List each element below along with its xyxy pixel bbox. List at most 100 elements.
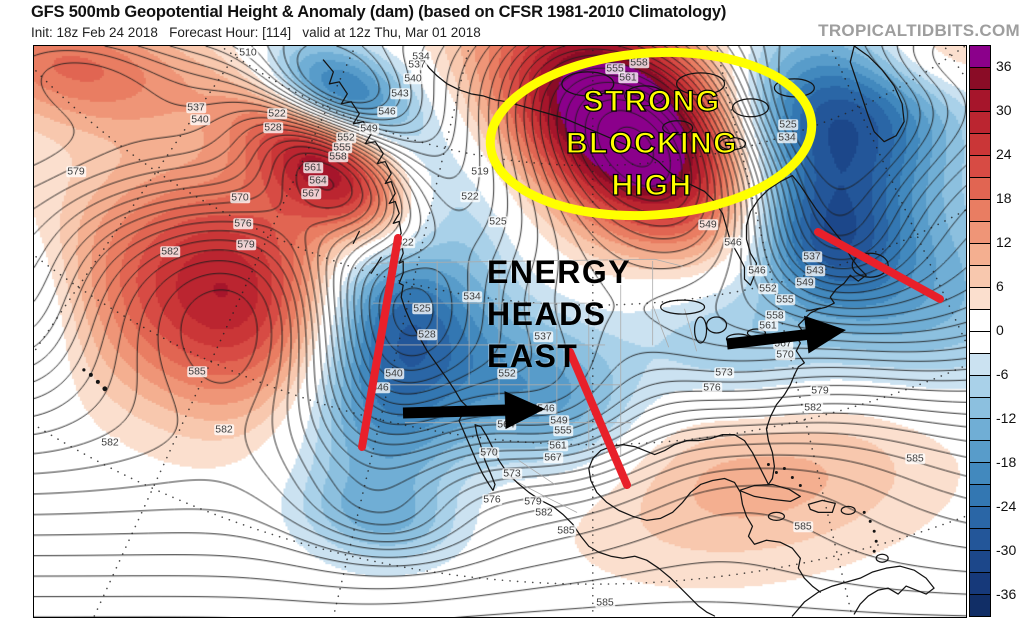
contour-label: 546: [370, 381, 390, 394]
colorbar-tick-label: 6: [996, 278, 1004, 295]
colorbar-segment: [970, 264, 990, 287]
energy-east-label-line: EAST: [487, 338, 579, 374]
antilles-island: [862, 510, 866, 514]
contour-label: 543: [390, 87, 410, 100]
colorbar-tick-label: 0: [996, 322, 1004, 339]
colorbar-segment: [970, 308, 990, 331]
colorbar-segment: [970, 88, 990, 111]
contour-label: 561: [303, 161, 323, 174]
colorbar-segment: [970, 396, 990, 419]
mexico-gulf-coast: [588, 449, 821, 593]
contour-label: 576: [702, 381, 722, 394]
contour-label: 555: [775, 293, 795, 306]
trinidad: [875, 553, 889, 563]
arctic-island: [773, 78, 815, 98]
colorbar-segment: [970, 352, 990, 375]
energy-east-label: ENERGY HEADS EAST: [487, 251, 631, 377]
hawaii-island: [102, 386, 108, 392]
colorbar-segment: [970, 198, 990, 221]
hawaii-island: [82, 368, 86, 372]
contour-label: 537: [533, 330, 553, 343]
contour-label: 549: [359, 122, 379, 135]
long-island: [805, 307, 821, 312]
contour-label: 522: [460, 190, 480, 203]
contour-label: 585: [556, 524, 576, 537]
colorbar-tick-label: -36: [996, 586, 1017, 603]
newfoundland: [851, 252, 889, 278]
contour-label: 552: [758, 282, 778, 295]
contour-label: 585: [595, 596, 615, 609]
bahamas-island: [790, 475, 794, 479]
vancouver-island: [352, 230, 382, 274]
bahamas-island: [798, 483, 802, 487]
colorbar-tick-label: 12: [996, 234, 1012, 251]
watermark: TROPICALTIDBITS.COM: [818, 21, 1020, 40]
contour-label: 552: [336, 131, 356, 144]
lake-erie: [725, 333, 752, 345]
contour-label: 585: [793, 520, 813, 533]
colorbar-tick-label: -18: [996, 454, 1017, 471]
contour-label: 582: [803, 401, 823, 414]
contour-label: 567: [301, 187, 321, 200]
bahamas-island: [782, 467, 786, 471]
contour-label: 546: [723, 236, 743, 249]
contour-label: 570: [230, 191, 250, 204]
blocking-high-label: STRONG BLOCKING HIGH: [565, 81, 738, 207]
colorbar-segment: [970, 484, 990, 507]
contour-label: 570: [479, 446, 499, 459]
colorbar-tick-label: -30: [996, 542, 1017, 559]
colorbar-segment: [970, 506, 990, 529]
antilles-island: [872, 549, 876, 553]
colorbar-segment: [970, 440, 990, 463]
contour-label: 579: [810, 384, 830, 397]
blocking-high-label-line: BLOCKING: [565, 126, 738, 160]
contour-label: 546: [377, 105, 397, 118]
contour-label: 549: [795, 276, 815, 289]
energy-east-label-line: HEADS: [487, 296, 607, 332]
contour-label: 534: [462, 290, 482, 303]
contour-label: 534: [411, 50, 431, 63]
colorbar-segment: [970, 66, 990, 89]
contour-label: 582: [214, 423, 234, 436]
init-forecast-line: Init: 18z Feb 24 2018 Forecast Hour: [11…: [31, 25, 481, 40]
contour-label: 525: [778, 118, 798, 131]
blocking-high-label-line: HIGH: [611, 168, 693, 202]
contour-label: 537: [186, 101, 206, 114]
contour-label: 528: [417, 328, 437, 341]
contour-label: 561: [548, 439, 568, 452]
contour-label: 582: [100, 436, 120, 449]
colorbar-tick-label: -12: [996, 410, 1017, 427]
colorbar-segment: [970, 594, 990, 617]
contour-label: 510: [238, 46, 258, 59]
contour-label: 585: [905, 452, 925, 465]
colorbar-segment: [970, 528, 990, 551]
bahamas-island: [774, 471, 778, 475]
contour-label: 549: [549, 414, 569, 427]
contour-label: 540: [384, 367, 404, 380]
colorbar-tick-label: 18: [996, 190, 1012, 207]
puerto-rico: [840, 505, 856, 515]
colorbar-segment: [970, 462, 990, 485]
contour-label: 558: [629, 56, 649, 69]
contour-label: 573: [502, 467, 522, 480]
hawaii-island: [88, 372, 93, 377]
contour-label: 579: [66, 165, 86, 178]
colorbar-tick-label: 24: [996, 146, 1012, 163]
bahamas-island: [766, 463, 770, 467]
south-america-coast: [791, 565, 935, 617]
colorbar-tick-label: 30: [996, 102, 1012, 119]
contour-label: 585: [187, 365, 207, 378]
colorbar-segment: [970, 550, 990, 573]
antilles-island: [872, 529, 876, 533]
contour-label: 534: [777, 131, 797, 144]
antilles-island: [874, 539, 878, 543]
hawaii-island: [95, 379, 100, 384]
colorbar-segment: [970, 242, 990, 265]
contour-label: 522: [395, 236, 415, 249]
contour-label: 528: [263, 121, 283, 134]
contour-label: 564: [308, 174, 328, 187]
contour-label: 570: [775, 348, 795, 361]
contour-label: 558: [765, 309, 785, 322]
contour-label: 564: [496, 418, 516, 431]
